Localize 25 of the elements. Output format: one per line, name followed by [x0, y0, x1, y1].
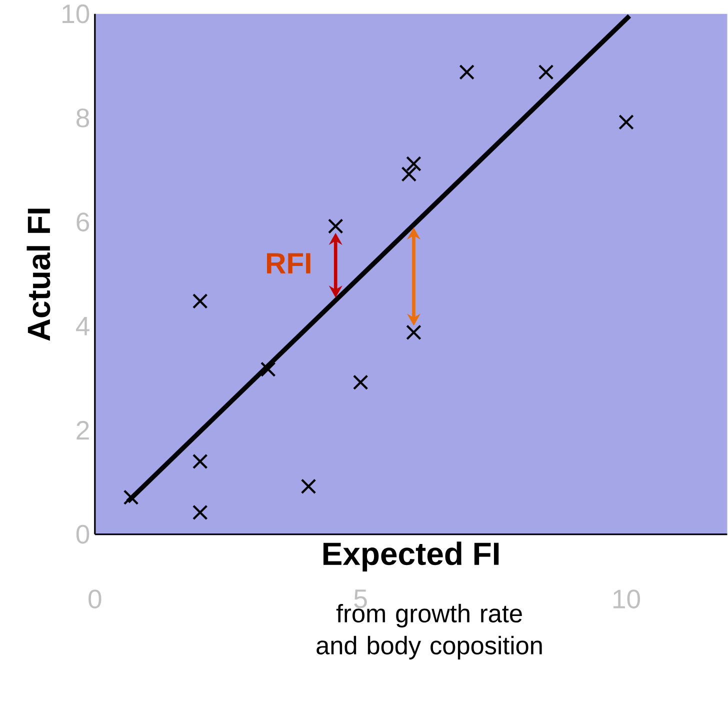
annotation: RFI — [267, 253, 310, 274]
point — [192, 454, 208, 470]
y-tick-label: 4 — [76, 316, 90, 336]
point — [618, 114, 634, 130]
point — [300, 478, 316, 494]
x-axis-title: Expected FI — [323, 542, 499, 572]
point — [260, 362, 276, 377]
point — [459, 64, 474, 80]
y-tick-label: 8 — [76, 108, 90, 128]
y-tick-label: 0 — [76, 524, 90, 544]
point — [352, 374, 368, 390]
point — [401, 166, 417, 182]
y-tick-label: 10 — [62, 4, 90, 24]
point — [123, 490, 139, 505]
y-tick-label: 6 — [76, 212, 90, 232]
point — [538, 64, 554, 80]
y-tick-label: 2 — [76, 420, 89, 440]
y-axis-title: Actual FI — [26, 208, 50, 341]
point — [406, 324, 422, 340]
point — [328, 218, 344, 234]
point — [192, 504, 208, 520]
x-tick-label: 0 — [88, 590, 102, 608]
x-tick-label: 10 — [613, 590, 640, 608]
point — [192, 293, 208, 309]
point — [406, 156, 422, 172]
